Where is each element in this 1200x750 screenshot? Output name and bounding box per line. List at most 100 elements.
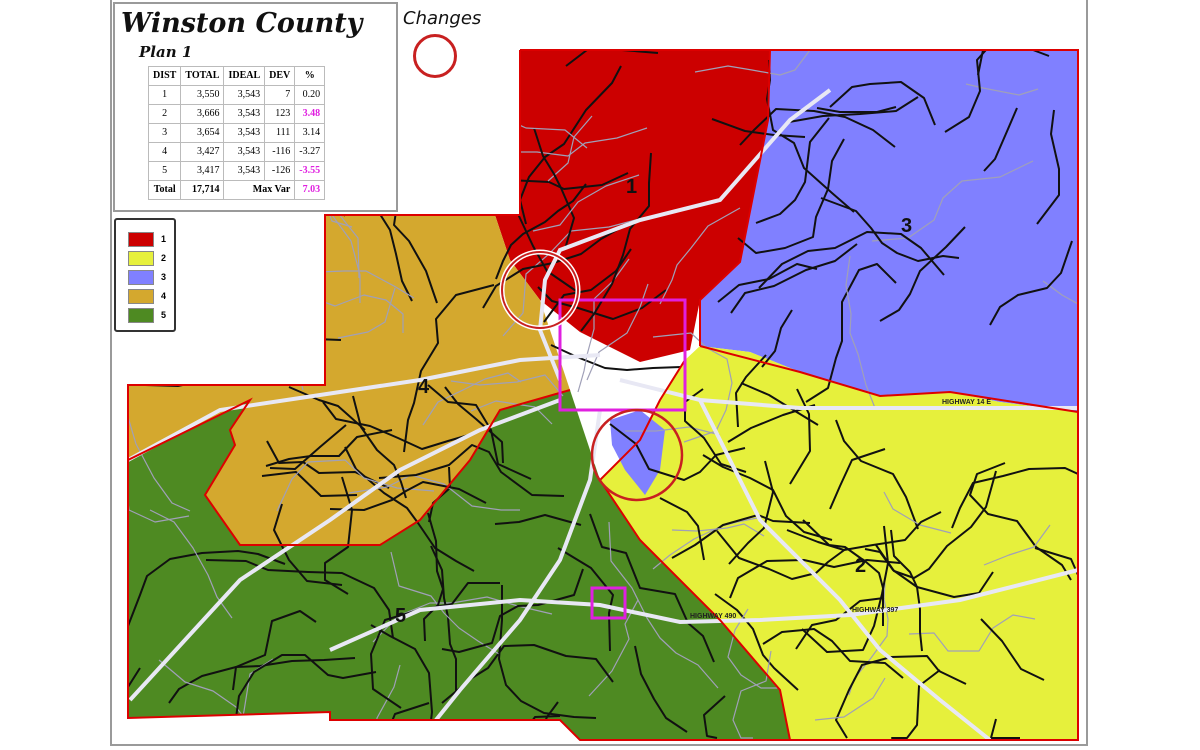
highways [128,88,1078,740]
road-line [703,695,726,739]
road-line [580,152,652,332]
change-circle-south[interactable] [590,408,684,502]
cell-total: 3,654 [180,123,225,143]
road-line [423,512,444,642]
road-line [795,597,885,650]
map-subtitle: Plan 1 [139,43,193,61]
district-4[interactable] [128,215,570,545]
cell-dist: 5 [147,161,182,181]
cell-ideal: 3,543 [223,85,266,105]
creek-line [659,207,741,305]
road-line [269,424,347,470]
road-line [565,50,659,67]
road-line [403,284,495,453]
road-line [537,286,667,320]
road-line [714,593,799,691]
road-line [235,654,377,719]
road-line [205,559,394,639]
road-line [189,259,214,360]
district-label-4: 4 [418,376,430,398]
road-line [684,388,747,473]
road-line [980,618,1045,681]
cell-dist: 4 [147,142,182,162]
road-line [891,669,941,739]
creek-line [727,608,778,689]
road-line [441,568,584,653]
road-line [329,481,487,511]
precinct-box-center[interactable] [558,298,687,412]
cell-pct: 3.14 [294,123,326,143]
road-line [762,628,904,679]
legend-item-1: 1 [128,231,167,247]
creek-line [652,332,733,443]
creek-line [276,459,435,512]
road-line [989,240,1073,326]
legend-item-2: 2 [128,250,167,266]
road-line [322,401,473,450]
road-line [275,254,309,355]
legend-swatch [128,250,154,266]
cell-dist: 2 [147,104,182,124]
road-line [730,243,858,314]
maxvar-label: Max Var [223,180,295,200]
road-line [739,108,896,148]
title-panel: Winston County Plan 1 DIST TOTAL IDEAL DEV%… [113,2,398,212]
cell-dev: -116 [264,142,296,162]
highway-label: HIGHWAY 14 E [942,399,991,406]
cell-dev: 7 [264,85,296,105]
legend-swatch [128,288,154,304]
table-total-row: Total 17,714 Max Var 7.03 [147,180,326,200]
creek-line [337,287,396,339]
road-line [789,388,811,485]
road-line [370,582,500,709]
creek-line [348,474,520,511]
road-line [805,263,897,403]
road-line [498,585,597,719]
road-line [344,446,475,572]
legend-item-3: 3 [128,269,166,285]
district-label-3: 3 [901,215,912,237]
road-line [273,503,343,586]
road-line [508,172,629,190]
cell-dist: 3 [147,123,182,143]
district-1[interactable] [495,50,770,362]
road-line [740,382,819,426]
road-line [969,462,1072,581]
highway-label: HIGHWAY 490 [690,613,736,620]
road-line [788,96,919,123]
table-header: DEV [264,66,296,86]
legend-label: 1 [161,234,167,244]
road-line [659,497,705,561]
creek-line [547,115,593,182]
creek-line [908,614,1036,652]
cell-pct: -3.27 [294,142,326,162]
creek-line [671,523,765,537]
creek-line [470,400,553,425]
precinct-box-south[interactable] [590,586,627,620]
road-line [671,514,811,559]
road-line [728,460,774,565]
legend-item-4: 4 [128,288,166,304]
road-line [444,386,504,464]
creek-line [983,524,1051,566]
cell-dev: -126 [264,161,296,181]
road-line [352,395,407,499]
road-line [557,547,614,652]
road-line [727,404,816,443]
population-table: DIST TOTAL IDEAL DEV% 1 3,550 3,543 7 0.20 2 3,66… [147,66,326,200]
district-2[interactable] [600,346,1078,740]
road-line [1034,547,1078,585]
district-5[interactable] [128,390,790,740]
creek-line [965,83,1039,96]
cell-pct: 0.20 [294,85,326,105]
change-circle-north-ring [501,251,579,329]
legend-label: 2 [161,253,167,263]
creek-line [171,284,304,391]
cell-total: 3,427 [180,142,225,162]
legend-label: 5 [161,310,167,320]
district-boundaries [127,49,1079,741]
road-line [816,106,897,113]
legend-item-5: 5 [128,307,167,323]
district-3[interactable] [700,50,1078,412]
cell-ideal: 3,543 [223,161,266,181]
